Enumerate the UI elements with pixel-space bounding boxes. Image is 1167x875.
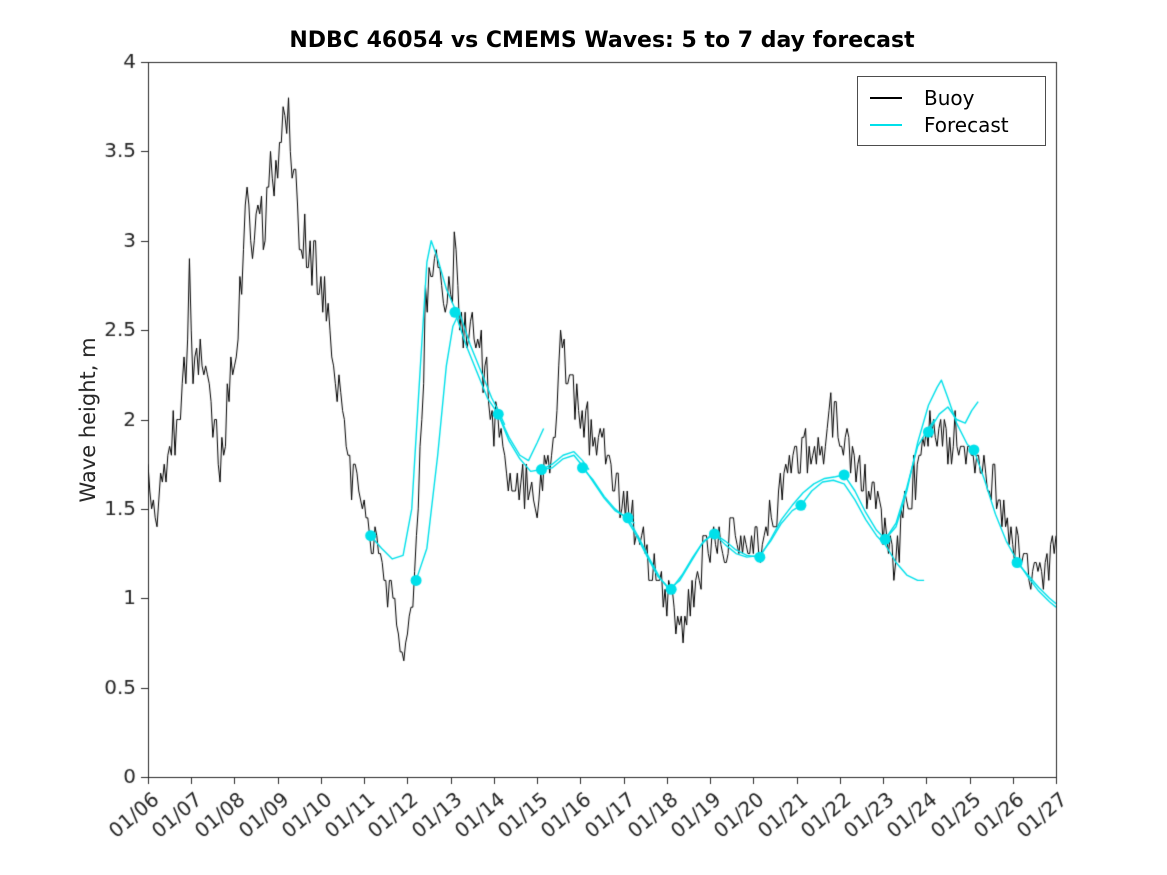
legend-label-buoy: Buoy [924, 85, 975, 110]
legend-item-buoy: Buoy [858, 84, 1045, 111]
legend-label-forecast: Forecast [924, 112, 1009, 137]
chart-title: NDBC 46054 vs CMEMS Waves: 5 to 7 day fo… [289, 28, 915, 53]
buoy-line-swatch [870, 96, 902, 99]
forecast-line-swatch [870, 123, 902, 126]
y-axis-label: Wave height, m [76, 337, 100, 503]
legend: Buoy Forecast [857, 76, 1046, 146]
legend-item-forecast: Forecast [858, 111, 1045, 138]
